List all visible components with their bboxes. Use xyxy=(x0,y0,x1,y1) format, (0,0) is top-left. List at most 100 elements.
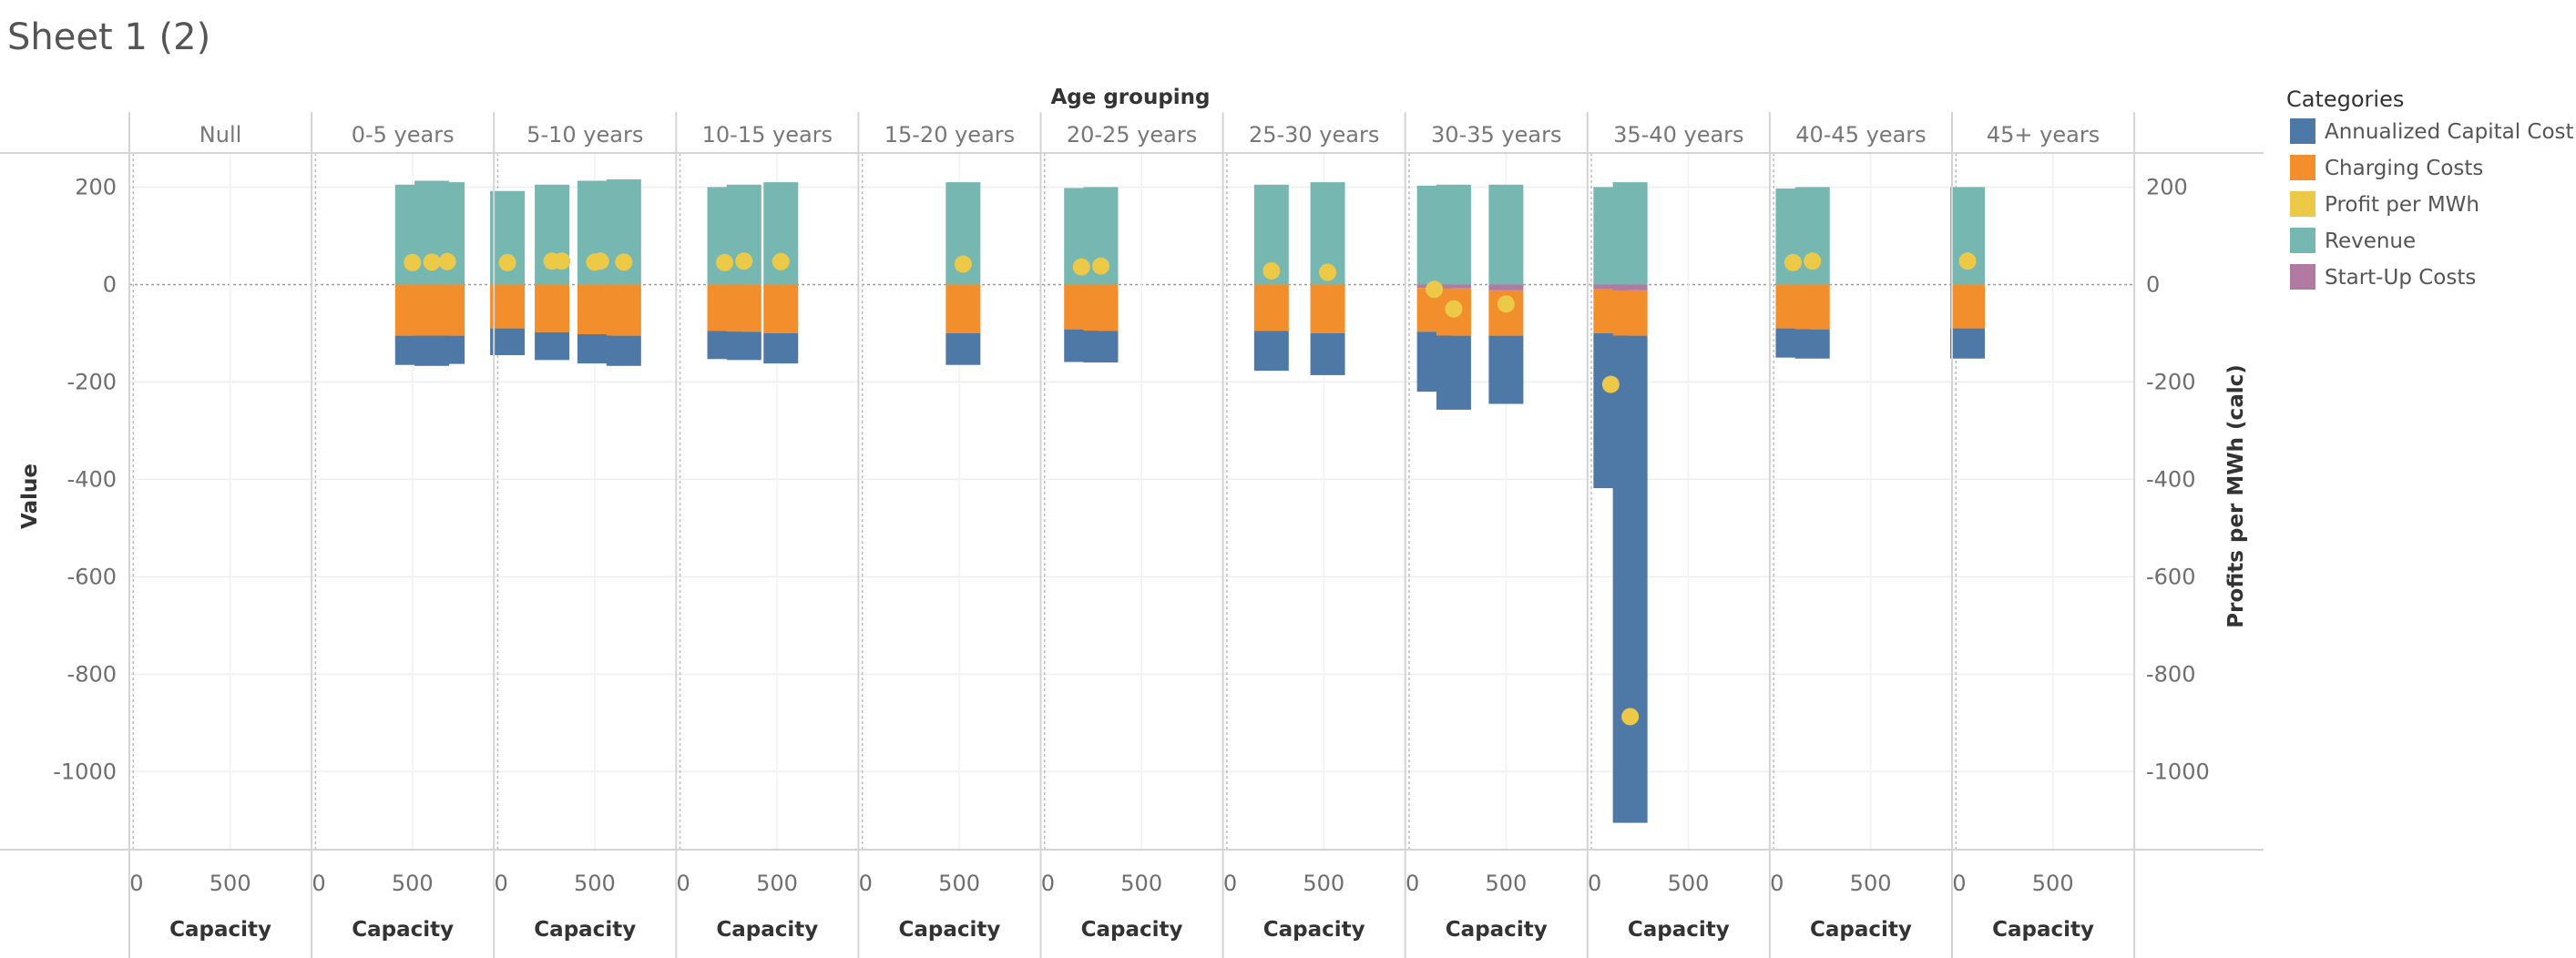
y-tick-label-right: -200 xyxy=(2146,369,2195,394)
point-profit-per-mwh xyxy=(772,252,790,270)
y-tick-label-left: -200 xyxy=(67,369,117,394)
x-tick-label: 500 xyxy=(756,871,798,896)
bar-annualized-capital-cost xyxy=(1436,335,1471,410)
legend-item-label: Profit per MWh xyxy=(2325,193,2479,217)
bar-revenue xyxy=(1488,184,1524,285)
point-profit-per-mwh xyxy=(438,252,456,270)
bar-annualized-capital-cost xyxy=(1310,332,1345,375)
bar-start-up-costs xyxy=(1436,284,1471,289)
legend-item-label: Charging Costs xyxy=(2325,157,2483,180)
bar-annualized-capital-cost xyxy=(577,334,612,364)
bar-charging-costs xyxy=(1310,284,1345,333)
panel-header: 0-5 years xyxy=(352,122,455,148)
panel-header: 40-45 years xyxy=(1795,122,1926,148)
bar-annualized-capital-cost xyxy=(946,332,981,365)
x-tick-label: 500 xyxy=(2032,871,2074,896)
x-tick-label: 0 xyxy=(1588,871,1601,896)
x-tick-label: 0 xyxy=(677,871,690,896)
point-profit-per-mwh xyxy=(1319,263,1337,281)
bar-charging-costs xyxy=(535,284,570,332)
point-profit-per-mwh xyxy=(954,255,972,273)
x-tick-label: 0 xyxy=(859,871,873,896)
x-axis-label: Capacity xyxy=(1810,918,1912,942)
bar-charging-costs xyxy=(490,284,526,329)
x-tick-label: 500 xyxy=(1668,871,1710,896)
x-tick-label: 0 xyxy=(1770,871,1784,896)
x-tick-label: 0 xyxy=(494,871,507,896)
bar-annualized-capital-cost xyxy=(1083,331,1119,363)
bar-start-up-costs xyxy=(1612,284,1648,290)
x-tick-label: 0 xyxy=(129,871,143,896)
x-tick-label: 500 xyxy=(1303,871,1344,896)
x-axis-label: Capacity xyxy=(716,918,818,942)
bar-start-up-costs xyxy=(1593,284,1629,290)
x-axis-label: Capacity xyxy=(1081,918,1183,942)
x-tick-label: 500 xyxy=(938,871,980,896)
x-axis-label: Capacity xyxy=(534,918,636,942)
column-header-title: Age grouping xyxy=(1050,86,1210,109)
point-profit-per-mwh xyxy=(1262,261,1281,280)
x-tick-label: 500 xyxy=(210,871,251,896)
bar-annualized-capital-cost xyxy=(1253,331,1289,372)
y-tick-label-left: -400 xyxy=(67,466,117,492)
point-profit-per-mwh xyxy=(1601,375,1620,393)
y-tick-label-right: 200 xyxy=(2146,174,2188,199)
point-profit-per-mwh xyxy=(498,253,516,271)
point-profit-per-mwh xyxy=(1621,708,1640,726)
panel-header: 45+ years xyxy=(1987,122,2100,148)
x-axis-label: Capacity xyxy=(1446,918,1548,942)
point-profit-per-mwh xyxy=(716,253,734,271)
bar-revenue xyxy=(1794,187,1830,285)
x-tick-label: 0 xyxy=(1952,871,1966,896)
bar-charging-costs xyxy=(763,284,799,333)
y-tick-label-right: -1000 xyxy=(2146,759,2210,784)
bar-annualized-capital-cost xyxy=(490,328,526,356)
panel-header: 35-40 years xyxy=(1613,122,1743,148)
point-profit-per-mwh xyxy=(423,253,441,271)
bar-charging-costs xyxy=(1612,290,1648,336)
point-profit-per-mwh xyxy=(1804,252,1822,270)
bar-annualized-capital-cost xyxy=(430,335,465,364)
x-tick-label: 0 xyxy=(312,871,325,896)
point-profit-per-mwh xyxy=(1784,253,1802,271)
bar-annualized-capital-cost xyxy=(1794,329,1830,359)
axes-layer: 200 200 0 0 -200 -200 -400 -400 -600 -600 -800 -800… xyxy=(53,122,2210,942)
x-axis-label: Capacity xyxy=(1992,918,2094,942)
legend-item-label: Start-Up Costs xyxy=(2325,266,2476,290)
bar-annualized-capital-cost xyxy=(763,332,799,364)
bar-revenue xyxy=(1436,184,1471,285)
legend-item-label: Revenue xyxy=(2325,229,2416,253)
bar-charging-costs xyxy=(946,284,981,333)
bar-annualized-capital-cost xyxy=(1488,335,1524,404)
y-tick-label-left: -800 xyxy=(67,661,117,687)
x-tick-label: 500 xyxy=(1485,871,1527,896)
legend-title: Categories xyxy=(2286,87,2404,112)
bar-annualized-capital-cost xyxy=(606,335,641,366)
panel-header: 30-35 years xyxy=(1431,122,1561,148)
legend-swatch xyxy=(2290,118,2315,144)
bar-annualized-capital-cost xyxy=(1612,335,1648,823)
bar-charging-costs xyxy=(577,284,612,335)
point-profit-per-mwh xyxy=(591,252,609,270)
bars-layer xyxy=(394,178,1986,823)
bar-charging-costs xyxy=(1253,284,1289,331)
bar-charging-costs xyxy=(606,284,641,336)
bar-annualized-capital-cost xyxy=(535,331,570,361)
legend-swatch xyxy=(2290,155,2315,180)
y-tick-label-left: 200 xyxy=(75,174,117,199)
bar-charging-costs xyxy=(1794,284,1830,330)
legend-swatch xyxy=(2290,228,2315,253)
panel-header: 25-30 years xyxy=(1249,122,1379,148)
point-profit-per-mwh xyxy=(1497,295,1515,313)
point-profit-per-mwh xyxy=(404,253,422,271)
panel-header: 10-15 years xyxy=(702,122,833,148)
y-tick-label-left: -600 xyxy=(67,564,117,589)
bar-charging-costs xyxy=(1950,284,1986,329)
point-profit-per-mwh xyxy=(735,252,753,270)
point-profit-per-mwh xyxy=(1091,257,1109,275)
x-axis-label: Capacity xyxy=(352,918,454,942)
x-axis-label: Capacity xyxy=(169,918,271,942)
legend-swatch xyxy=(2290,264,2315,290)
point-profit-per-mwh xyxy=(1958,252,1977,270)
